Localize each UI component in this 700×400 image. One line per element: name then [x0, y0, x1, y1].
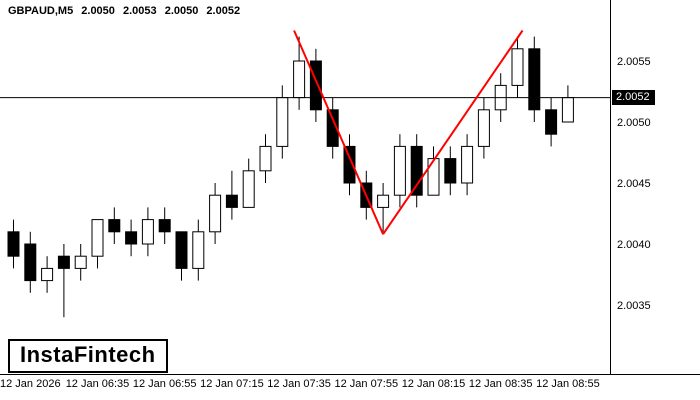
candle-body [141, 219, 154, 245]
candle-body [91, 219, 104, 257]
time-axis-label: 12 Jan 06:35 [66, 378, 130, 390]
candle-body [477, 109, 490, 147]
candle-body [343, 145, 356, 184]
quote-close: 2.0052 [206, 5, 241, 17]
price-axis-label: 2.0055 [617, 56, 651, 68]
candle-body [192, 231, 205, 269]
candle-body [259, 145, 272, 172]
price-axis-label: 2.0035 [617, 300, 651, 312]
candle-body [309, 60, 322, 111]
candle-body [125, 231, 138, 245]
candle-body [225, 194, 238, 208]
candle-body [242, 170, 255, 208]
price-axis-label: 2.0050 [617, 117, 651, 129]
candle-body [24, 243, 37, 282]
candle-body [561, 97, 574, 123]
symbol-timeframe-label: GBPAUD,M5 [8, 5, 74, 17]
candle-body [377, 194, 390, 208]
chart-header: GBPAUD,M5 2.0050 2.0053 2.0050 2.0052 [8, 5, 245, 17]
candle-body [326, 109, 339, 147]
time-axis-label: 12 Jan 06:55 [133, 378, 197, 390]
candle-body [74, 255, 87, 269]
candle-body [175, 231, 188, 269]
time-axis-label: 12 Jan 08:55 [536, 378, 600, 390]
time-axis-label: 12 Jan 08:15 [402, 378, 466, 390]
quote-high: 2.0053 [122, 5, 157, 17]
candle-body [461, 145, 474, 184]
time-axis-label: 12 Jan 07:15 [200, 378, 264, 390]
candle-body [393, 145, 406, 196]
candle-body [276, 97, 289, 147]
candle-body [545, 109, 558, 135]
candle-body [528, 48, 541, 111]
candle-body [511, 48, 524, 86]
candle-body [444, 158, 457, 184]
candle-body [108, 219, 121, 233]
quote-low: 2.0050 [164, 5, 199, 17]
price-axis-label: 2.0045 [617, 178, 651, 190]
candle-body [41, 267, 54, 282]
candle-body [410, 145, 423, 196]
candle-body [158, 219, 171, 233]
bid-price-tag: 2.0052 [612, 89, 655, 105]
trendline [293, 30, 385, 235]
time-axis-label: 12 Jan 07:35 [267, 378, 331, 390]
broker-logo-text: InstaFintech [20, 342, 156, 367]
broker-logo: InstaFintech [8, 339, 168, 373]
candle-body [427, 158, 440, 196]
candle-body [7, 231, 20, 257]
quote-open: 2.0050 [81, 5, 115, 17]
time-axis-label: 12 Jan 08:35 [469, 378, 533, 390]
price-axis-label: 2.0040 [617, 239, 651, 251]
time-axis-label: 12 Jan 07:55 [334, 378, 398, 390]
trendline [382, 29, 524, 235]
candle-body [209, 194, 222, 233]
candle-body [57, 255, 70, 269]
time-axis-label: 12 Jan 2026 [0, 378, 61, 390]
candle-body [293, 60, 306, 99]
